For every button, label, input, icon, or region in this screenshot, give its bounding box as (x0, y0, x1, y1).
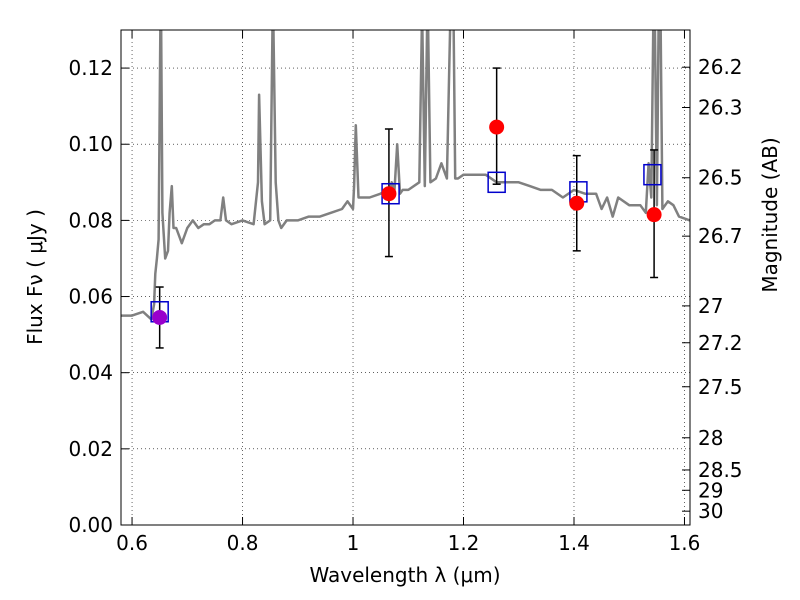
right-tick-label: 26.5 (698, 166, 743, 190)
x-tick-label: 1.2 (448, 531, 480, 555)
data-layer (121, 30, 690, 349)
observed-point (381, 186, 397, 202)
right-tick-label: 28 (698, 426, 723, 450)
y-tick-label: 0.08 (68, 208, 113, 232)
right-tick-label: 27.2 (698, 331, 743, 355)
plot-background (121, 30, 690, 525)
x-tick-label: 1 (347, 531, 360, 555)
right-tick-label: 27 (698, 294, 723, 318)
x-tick-label: 1.4 (558, 531, 590, 555)
observed-point (489, 119, 505, 135)
observed-point (646, 207, 662, 223)
x-tick-label: 0.8 (227, 531, 259, 555)
observed-point (152, 309, 168, 325)
right-tick-label: 29 (698, 478, 723, 502)
y-tick-label: 0.04 (68, 361, 113, 385)
y-tick-label: 0.10 (68, 132, 113, 156)
right-tick-label: 28.5 (698, 458, 743, 482)
y-right-axis-title: Magnitude (AB) (758, 137, 782, 292)
right-tick-label: 26.2 (698, 55, 743, 79)
x-tick-label: 0.6 (116, 531, 148, 555)
right-tick-label: 26.7 (698, 224, 743, 248)
y-tick-label: 0.06 (68, 285, 113, 309)
ticks: 0.6 0.8 1 1.2 1.4 1.6 0.00 0.02 0.04 0.06 0.08 0.10… (68, 30, 743, 555)
y-tick-label: 0.02 (68, 437, 113, 461)
x-tick-label: 1.6 (669, 531, 701, 555)
spectrum-line (121, 30, 690, 321)
model-point (643, 163, 662, 186)
right-tick-label: 30 (698, 499, 723, 523)
x-axis-title: Wavelength λ (μm) (309, 563, 500, 587)
y-tick-label: 0.00 (68, 513, 113, 537)
right-tick-label: 26.3 (698, 95, 743, 119)
right-tick-label: 27.5 (698, 375, 743, 399)
y-axis-title: Flux Fν ( μJy ) (23, 209, 47, 345)
y-tick-label: 0.12 (68, 56, 113, 80)
plot-frame (120, 29, 691, 526)
model-point (487, 171, 506, 194)
observed-point (569, 195, 585, 211)
